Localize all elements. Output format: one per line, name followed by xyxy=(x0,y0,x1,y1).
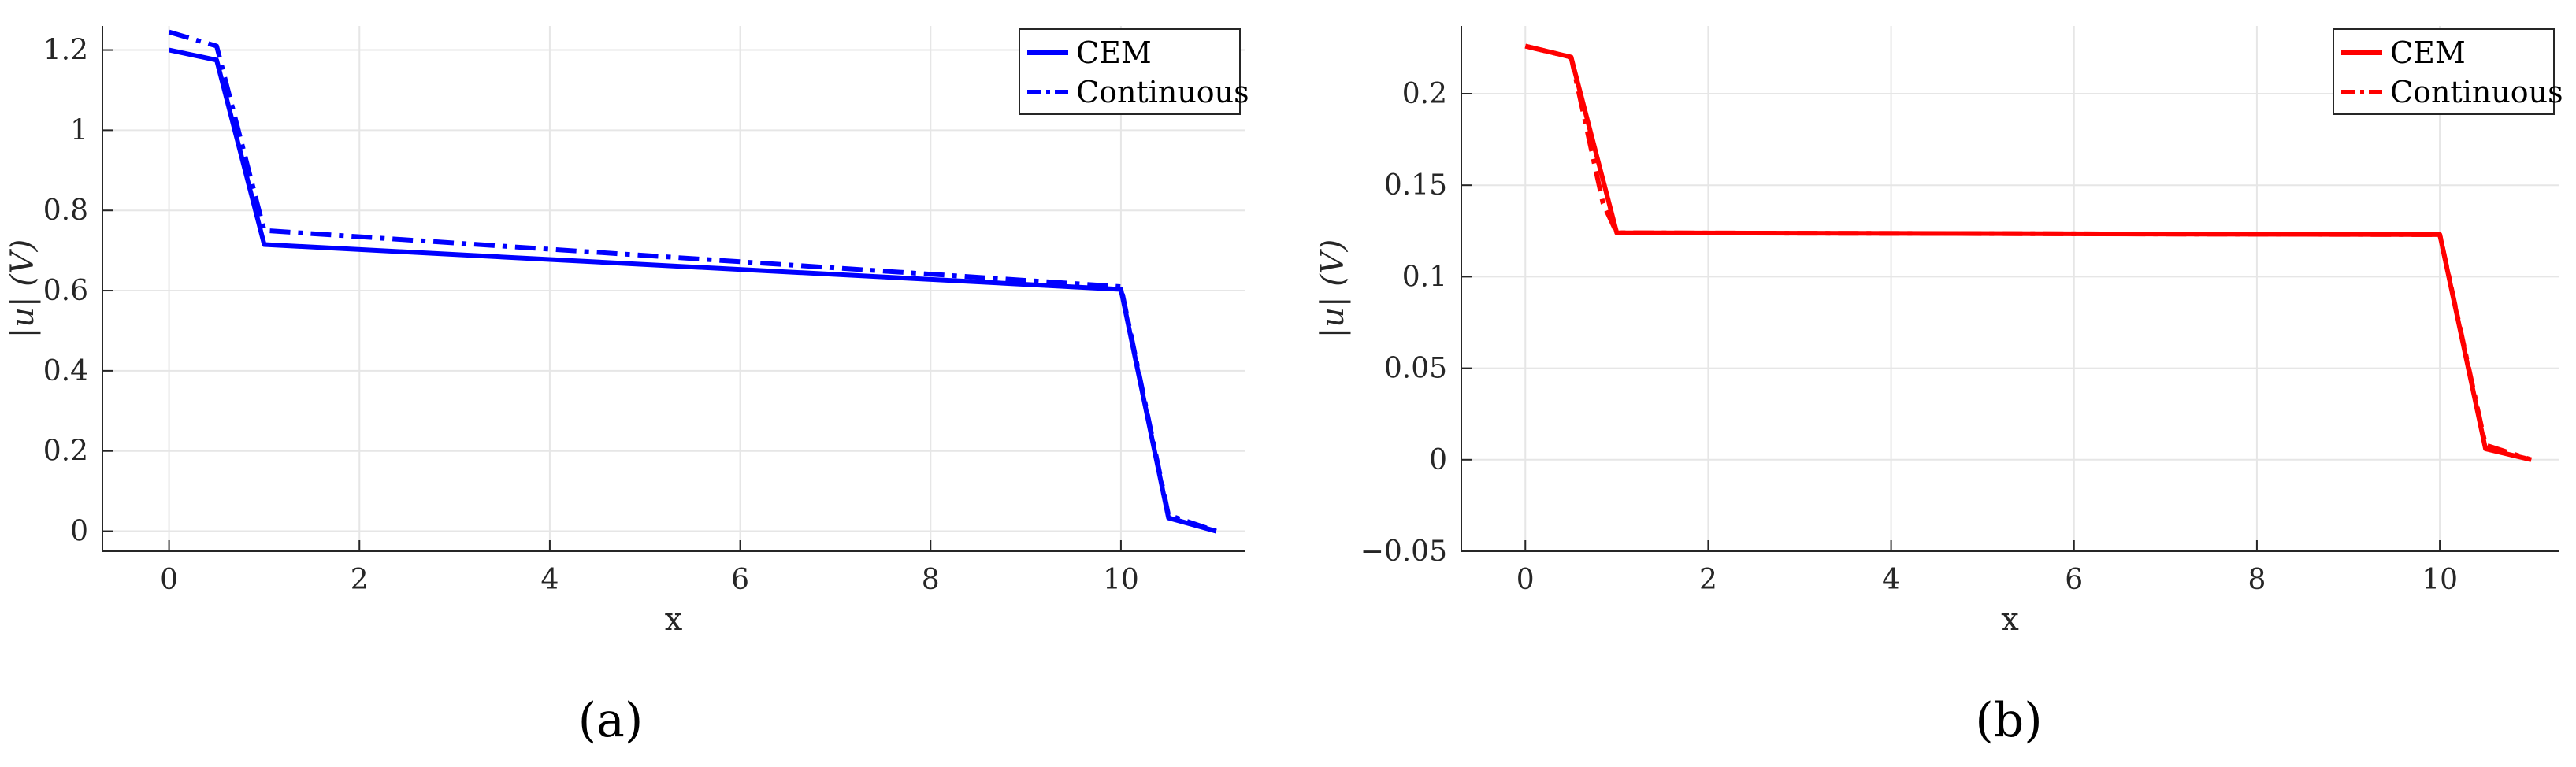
x-tick-label: 0 xyxy=(160,564,178,596)
x-tick-label: 8 xyxy=(922,564,940,596)
y-axis-label: |u| (V) xyxy=(5,239,41,339)
y-tick-label: 1.2 xyxy=(43,35,88,67)
chart-panel-b: 0 2 4 6 8 10 −0.05 0 0.05 0.1 0.15 0.2 x |u| (V) CEM Co… xyxy=(1315,26,2563,748)
legend-label: Continuous xyxy=(2390,75,2563,109)
x-axis-label: x xyxy=(2001,602,2019,638)
x-tick-label: 6 xyxy=(731,564,749,596)
y-tick-label: 0.2 xyxy=(43,435,88,468)
y-tick-label: 0.8 xyxy=(43,195,88,227)
series-line-cem xyxy=(1524,43,2532,462)
y-tick-label: 0.1 xyxy=(1402,261,1447,293)
x-tick-label: 2 xyxy=(351,564,369,596)
y-tick-label: 0.15 xyxy=(1384,169,1447,202)
y-tick-label: −0.05 xyxy=(1360,535,1447,568)
x-tick-label: 2 xyxy=(1699,564,1717,596)
panel-label: (a) xyxy=(578,693,644,748)
y-tick-label: 0.4 xyxy=(43,355,88,387)
x-tick-label: 0 xyxy=(1516,564,1535,596)
y-tick-label: 0.6 xyxy=(43,275,88,307)
y-tick-label: 0.2 xyxy=(1402,78,1447,110)
y-tick-label: 1 xyxy=(70,114,88,146)
legend: CEM Continuous xyxy=(2333,28,2563,115)
series-line-continuous xyxy=(1524,43,2533,462)
legend-box xyxy=(2333,28,2555,115)
y-tick-label: 0 xyxy=(1429,444,1447,476)
legend: CEM Continuous xyxy=(1019,28,1249,115)
y-tick-label: 0 xyxy=(70,516,88,548)
x-tick-label: 4 xyxy=(1882,564,1900,596)
x-axis-label: x xyxy=(665,602,683,638)
x-tick-label: 6 xyxy=(2065,564,2083,596)
y-tick-label: 0.05 xyxy=(1384,353,1447,385)
legend-label: CEM xyxy=(2390,35,2466,70)
series-line-continuous xyxy=(168,29,1217,534)
x-tick-label: 4 xyxy=(540,564,559,596)
legend-label: Continuous xyxy=(1076,75,1249,109)
legend-label: CEM xyxy=(1076,35,1152,70)
chart-panel-a: 0 2 4 6 8 10 0 0.2 0.4 0.6 0.8 1 1.2 x |u| (V) CEM Conti… xyxy=(5,26,1249,748)
y-axis-label: |u| (V) xyxy=(1315,239,1351,339)
x-tick-label: 10 xyxy=(2422,564,2458,596)
x-tick-label: 10 xyxy=(1103,564,1139,596)
panel-label: (b) xyxy=(1975,693,2042,748)
x-tick-label: 8 xyxy=(2248,564,2266,596)
legend-box xyxy=(1019,28,1241,115)
